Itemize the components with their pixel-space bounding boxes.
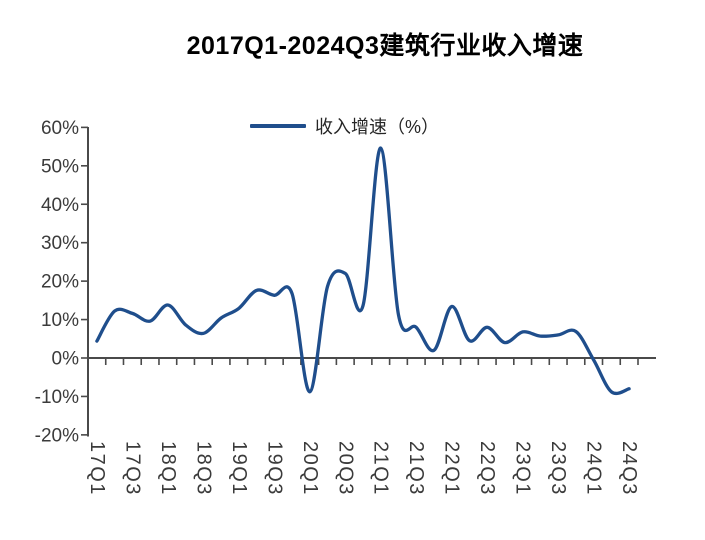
y-tick-label: 50% (41, 156, 79, 177)
x-tick-label: 19Q1 (228, 441, 250, 496)
y-tick-label: 40% (41, 195, 79, 216)
x-tick-label: 24Q1 (583, 441, 605, 496)
y-tick-label: 10% (41, 310, 79, 331)
x-tick-label: 20Q1 (299, 441, 321, 496)
legend: 收入增速（%） (250, 113, 439, 139)
x-tick-label: 20Q3 (334, 441, 356, 496)
y-tick-label: 60% (41, 118, 79, 139)
revenue-growth-line (95, 146, 631, 396)
y-tick-label: 0% (52, 349, 80, 370)
x-tick-label: 23Q3 (547, 441, 569, 496)
x-tick-label: 17Q3 (121, 441, 143, 496)
y-tick-label: 20% (41, 272, 79, 293)
legend-label: 收入增速（%） (315, 117, 440, 137)
x-tick-label: 22Q3 (476, 441, 498, 496)
x-tick-label: 18Q1 (157, 441, 179, 496)
x-tick-label: 18Q3 (192, 441, 214, 496)
x-tick-label: 21Q3 (405, 441, 427, 496)
y-tick-label: 30% (41, 233, 79, 254)
x-tick-label: 24Q3 (618, 441, 640, 496)
x-tick-label: 17Q1 (86, 441, 108, 496)
x-tick-label: 23Q1 (512, 441, 534, 496)
x-tick-label: 21Q1 (370, 441, 392, 496)
x-tick-label: 22Q1 (441, 441, 463, 496)
y-tick-label: -10% (35, 387, 79, 408)
chart-title: 2017Q1-2024Q3建筑行业收入增速 (186, 32, 584, 60)
y-tick-label: -20% (35, 425, 79, 446)
x-tick-label: 19Q3 (263, 441, 285, 496)
legend-line-swatch (250, 124, 306, 128)
